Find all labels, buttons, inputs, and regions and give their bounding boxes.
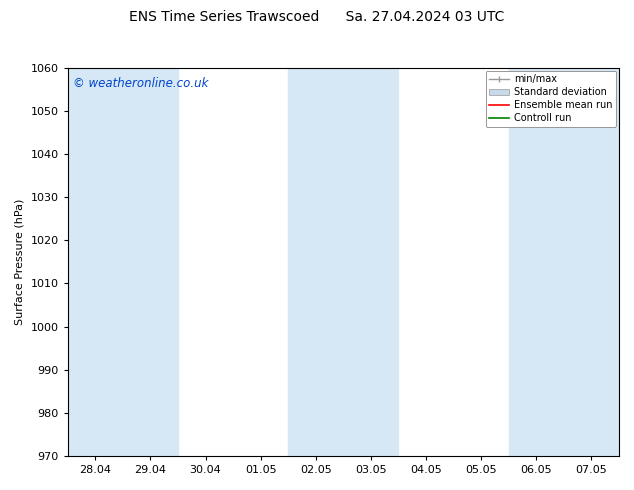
Bar [123,68,178,456]
Bar [344,68,399,456]
Text: © weatheronline.co.uk: © weatheronline.co.uk [73,77,209,90]
Text: ENS Time Series Trawscoed      Sa. 27.04.2024 03 UTC: ENS Time Series Trawscoed Sa. 27.04.2024… [129,10,505,24]
Bar [508,68,564,456]
Bar [564,68,619,456]
Legend: min/max, Standard deviation, Ensemble mean run, Controll run: min/max, Standard deviation, Ensemble me… [486,71,616,127]
Y-axis label: Surface Pressure (hPa): Surface Pressure (hPa) [15,198,25,325]
Bar [68,68,123,456]
Bar [288,68,344,456]
